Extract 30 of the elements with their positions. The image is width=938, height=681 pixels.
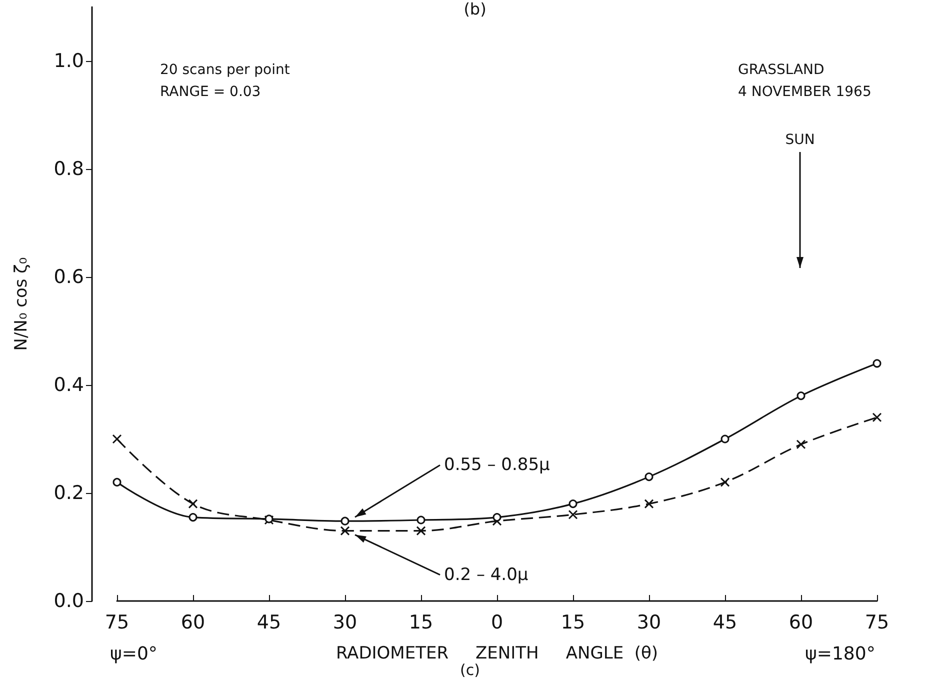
chart-title: (b) [464, 0, 486, 18]
x-tick-label: 30 [332, 612, 358, 634]
x-tick-label: 75 [864, 612, 890, 634]
text: 0.2 – 4.0μ [444, 564, 528, 585]
x-tick-label: 60 [180, 612, 206, 634]
x-tick-label: 30 [636, 612, 662, 634]
x-tick-label: 45 [256, 612, 282, 634]
y-tick-label: 0.2 [54, 482, 84, 504]
x-tick-label: 75 [104, 612, 130, 634]
y-axis-title: N/N₀ cos ζ₀ [12, 257, 32, 351]
text: ψ=180° [805, 644, 876, 664]
x-tick-label: 45 [712, 612, 738, 634]
annotation: 20 scans per point [160, 62, 290, 78]
annotation: SUN [785, 132, 815, 148]
y-tick-label: 0.0 [54, 590, 84, 612]
y-tick-label: 0.6 [54, 266, 84, 288]
y-tick-label: 0.8 [54, 158, 84, 180]
series-label: 0.55 – 0.85μ [444, 455, 550, 476]
x-tick-label: 0 [490, 612, 504, 634]
x-tick-label: 15 [560, 612, 586, 634]
text: (c) [460, 661, 480, 679]
x-tick-label: 15 [408, 612, 434, 634]
x-tick-label: 60 [788, 612, 814, 634]
y-tick-label: 0.4 [54, 374, 84, 396]
annotation: GRASSLAND [738, 62, 824, 78]
annotation: 4 NOVEMBER 1965 [738, 84, 872, 100]
y-tick-label: 1.0 [54, 50, 84, 72]
annotation: RANGE = 0.03 [160, 84, 261, 100]
text: ψ=0° [110, 644, 158, 664]
x-axis-title: RADIOMETER ZENITH ANGLE (θ) [336, 644, 658, 664]
